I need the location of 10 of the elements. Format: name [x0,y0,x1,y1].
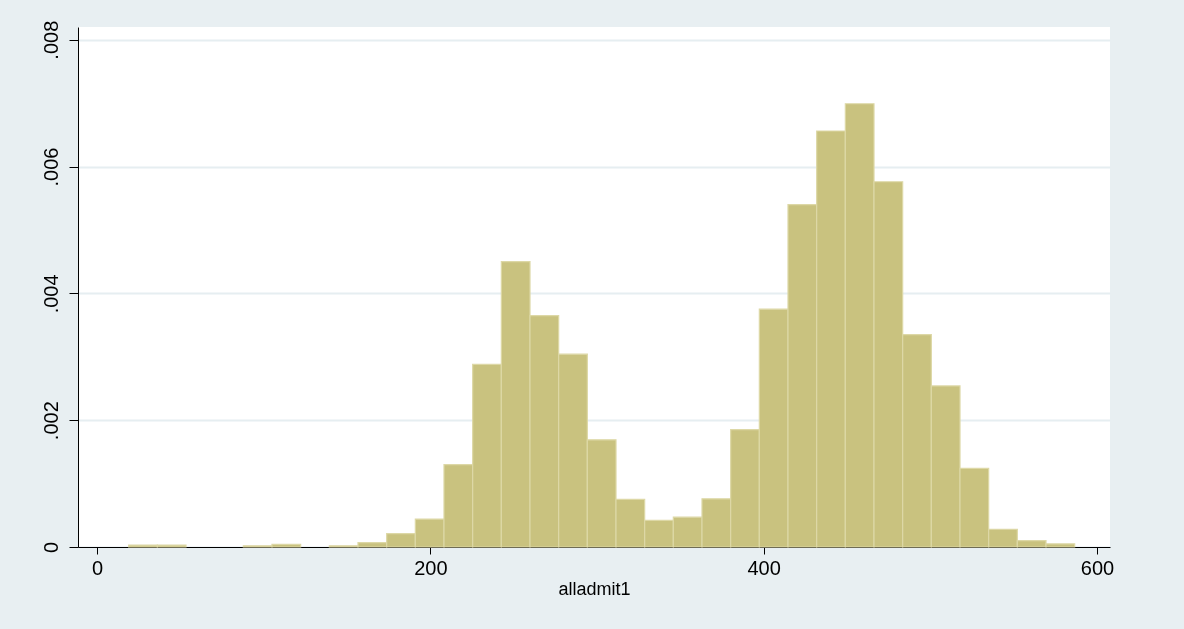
y-tick-label: .002 [39,401,62,441]
y-tick-label: .006 [39,147,62,187]
x-axis-title: alladmit1 [558,578,631,599]
x-tick-label: 200 [414,556,448,579]
y-tick-label: .004 [39,274,62,314]
x-tick-label: 0 [91,556,104,579]
x-tick-label: 400 [747,556,781,579]
x-tick-label: 600 [1080,556,1115,579]
y-tick-label: .008 [39,20,62,60]
y-tick-label: 0 [39,541,62,554]
